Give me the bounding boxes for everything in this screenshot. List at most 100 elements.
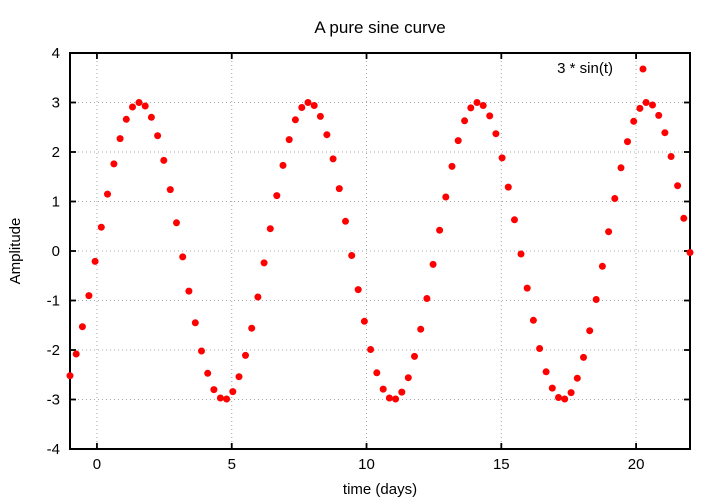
data-point (504, 183, 512, 191)
data-point (467, 104, 475, 112)
data-point (536, 345, 544, 352)
data-point (298, 104, 306, 111)
data-point (454, 137, 462, 145)
data-point (323, 131, 331, 139)
data-point (680, 214, 688, 222)
data-point (367, 346, 375, 353)
y-tick-label: -3 (47, 392, 60, 409)
data-point (598, 262, 606, 270)
data-point (147, 113, 155, 121)
data-point (548, 384, 556, 392)
legend: 3 * sin(t) (557, 60, 647, 77)
data-point (198, 347, 205, 355)
data-point (661, 129, 669, 137)
data-point (122, 115, 130, 123)
x-axis-label: time (days) (343, 481, 417, 498)
data-point (173, 219, 180, 227)
data-point (436, 226, 444, 234)
data-point (498, 154, 506, 162)
data-point (235, 373, 243, 381)
y-tick-label: 3 (52, 95, 60, 112)
data-point (304, 99, 312, 106)
data-point (573, 374, 581, 382)
data-point (592, 296, 600, 303)
data-point (223, 395, 231, 403)
data-point (423, 295, 431, 302)
data-point (191, 319, 199, 327)
data-point (555, 394, 562, 401)
y-axis-label: Amplitude (7, 218, 24, 285)
data-point (561, 395, 569, 403)
data-point (655, 111, 663, 119)
data-point (97, 223, 105, 231)
data-point (204, 369, 212, 377)
data-point (285, 136, 293, 144)
data-point (279, 161, 287, 169)
data-point (266, 225, 274, 233)
data-point (116, 135, 124, 143)
data-point (329, 155, 337, 163)
data-point (254, 293, 262, 301)
data-point (166, 186, 174, 194)
data-point (185, 287, 193, 295)
data-point (360, 317, 368, 325)
data-point (310, 102, 318, 109)
data-point (649, 101, 656, 109)
data-point (479, 102, 487, 109)
data-points (66, 99, 694, 403)
data-point (385, 394, 393, 402)
data-point (291, 116, 299, 124)
x-tick-label: 10 (358, 456, 375, 473)
data-point (473, 99, 481, 106)
data-point (179, 253, 187, 261)
data-point (567, 389, 575, 397)
data-point (248, 324, 256, 332)
chart-title: A pure sine curve (314, 18, 445, 37)
y-tick-label: 1 (52, 194, 60, 211)
y-tick-label: 2 (52, 144, 60, 161)
data-point (135, 99, 143, 106)
data-point (72, 350, 80, 358)
data-point (373, 369, 381, 377)
data-point (605, 228, 613, 236)
data-point (242, 351, 249, 359)
legend-label: 3 * sin(t) (557, 60, 613, 77)
data-point (129, 103, 136, 111)
data-point (586, 327, 594, 335)
gridlines (70, 53, 690, 449)
data-point (91, 257, 99, 265)
y-tick-label: 0 (52, 243, 60, 260)
data-point (141, 102, 149, 110)
y-tick-label: -2 (47, 342, 60, 359)
data-point (160, 156, 168, 164)
x-tick-label: 15 (493, 456, 510, 473)
x-tick-label: 0 (93, 456, 101, 473)
data-point (411, 352, 418, 360)
data-point (260, 259, 268, 267)
data-point (85, 292, 93, 300)
data-point (104, 190, 111, 198)
data-point (617, 164, 625, 172)
y-tick-label: 4 (52, 45, 60, 62)
data-point (667, 153, 675, 160)
data-point (529, 316, 537, 324)
data-point (636, 104, 644, 112)
data-point (517, 250, 525, 258)
x-tick-label: 5 (228, 456, 236, 473)
data-point (229, 388, 237, 396)
data-point (580, 353, 587, 361)
data-point (448, 162, 456, 170)
data-point (379, 385, 387, 393)
data-point (630, 117, 638, 125)
data-point (404, 374, 412, 382)
data-point (354, 286, 362, 294)
data-point (417, 325, 425, 333)
data-point (110, 160, 118, 168)
data-point (492, 130, 500, 138)
data-point (429, 260, 437, 268)
data-point (674, 182, 682, 190)
data-point (542, 368, 550, 376)
data-point (523, 284, 531, 292)
